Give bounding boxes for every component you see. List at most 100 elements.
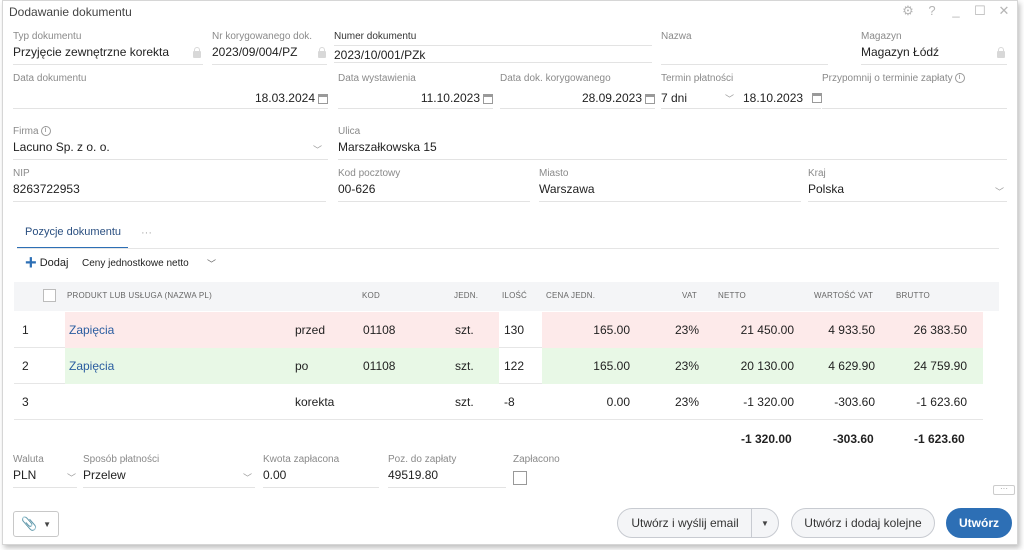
paid-amount-field[interactable]: Kwota zapłacona 0.00	[263, 454, 379, 488]
cell-stan: po	[295, 359, 309, 373]
cell-vat: 23%	[675, 395, 700, 409]
col-product[interactable]: PRODUKT LUB USŁUGA (NAZWA PL)	[67, 291, 212, 300]
corrected-date-field[interactable]: Data dok. korygowanego 28.09.2023	[500, 73, 655, 109]
cell-produkt[interactable]: Zapięcia	[69, 359, 115, 373]
table-row[interactable]: 1 Zapięcia przed 01108 szt. 130 165.00 23% 21 45…	[14, 312, 983, 348]
create-and-send-email-button[interactable]: Utwórz i wyślij email	[617, 508, 753, 538]
payment-term-field[interactable]: Termin płatności 7 dni ﹀ 18.10.2023	[661, 73, 822, 109]
paid-checkbox[interactable]	[513, 471, 527, 485]
add-item-button[interactable]: + Dodaj	[25, 253, 69, 273]
currency-field[interactable]: Waluta PLN ﹀	[13, 454, 77, 488]
cell-vat: 23%	[675, 359, 700, 373]
payment-days-value[interactable]: 7 dni	[661, 91, 688, 105]
cell-ilosc[interactable]: 130	[504, 323, 525, 337]
cell-ilosc[interactable]: -8	[504, 395, 515, 409]
city-field[interactable]: Miasto Warszawa	[539, 168, 801, 202]
create-button[interactable]: Utwórz	[946, 508, 1012, 538]
cell-netto: 21 450.00	[740, 323, 794, 337]
col-code[interactable]: KOD	[362, 291, 380, 300]
dialog-title: Dodawanie dokumentu	[9, 5, 132, 19]
payment-method-field[interactable]: Sposób płatności Przelew ﹀	[83, 454, 255, 488]
chevron-down-icon[interactable]: ﹀	[243, 473, 253, 483]
lock-icon	[318, 47, 326, 58]
calendar-icon[interactable]	[318, 93, 328, 104]
cell-cena[interactable]: 165.00	[593, 323, 630, 337]
cell-wartosc-vat: 4 629.90	[828, 359, 875, 373]
cell-jedn: szt.	[455, 359, 474, 373]
lock-icon	[997, 47, 1005, 58]
issue-date-value: 11.10.2023	[420, 91, 480, 105]
cell-stan: przed	[295, 323, 326, 337]
cell-cena[interactable]: 0.00	[606, 395, 630, 409]
document-date-value: 18.03.2024	[254, 91, 315, 105]
postal-code-field[interactable]: Kod pocztowy 00-626	[338, 168, 530, 202]
remaining-amount-field: Poz. do zapłaty 49519.80	[388, 454, 506, 488]
lock-icon	[193, 47, 201, 58]
document-type-field[interactable]: Typ dokumentu Przyjęcie zewnętrzne korek…	[13, 31, 203, 65]
cell-wartosc-vat: 4 933.50	[828, 323, 875, 337]
document-date-field[interactable]: Data dokumentu 18.03.2024	[13, 73, 328, 109]
corrected-date-value: 28.09.2023	[581, 91, 642, 105]
col-net[interactable]: NETTO	[718, 291, 746, 300]
table-row[interactable]: 3 korekta szt. -8 0.00 23% -1 320.00 -303.60 -1 …	[14, 384, 983, 420]
company-field[interactable]: Firma i Lacuno Sp. z o. o. ﹀	[13, 126, 328, 160]
table-row[interactable]: 2 Zapięcia po 01108 szt. 122 165.00 23% 20 130.0…	[14, 348, 983, 384]
document-number-field[interactable]: Numer dokumentu 2023/10/001/PZk	[334, 31, 652, 65]
warehouse-field[interactable]: Magazyn Magazyn Łódź	[861, 31, 1007, 65]
name-field[interactable]: Nazwa	[661, 31, 828, 65]
close-icon[interactable]: ✕	[998, 3, 1010, 18]
col-vat[interactable]: VAT	[682, 291, 697, 300]
send-options-dropdown[interactable]: ▼	[751, 508, 779, 538]
cell-kod: 01108	[363, 323, 396, 337]
street-field[interactable]: Ulica Marszałkowska 15	[338, 126, 1007, 160]
row-highlight	[65, 348, 499, 384]
chevron-down-icon[interactable]: ﹀	[995, 187, 1005, 197]
cell-brutto: -1 623.60	[916, 395, 967, 409]
price-mode-select[interactable]: Ceny jednostkowe netto	[82, 258, 189, 269]
country-field[interactable]: Kraj Polska ﹀	[808, 168, 1007, 202]
add-item-label: Dodaj	[39, 257, 69, 269]
chevron-down-icon[interactable]: ﹀	[67, 473, 77, 483]
tab-more[interactable]: ···	[141, 227, 152, 239]
chevron-down-icon[interactable]: ﹀	[207, 259, 217, 269]
cell-produkt[interactable]: Zapięcia	[69, 323, 115, 337]
row-highlight	[542, 348, 983, 384]
col-unit-price[interactable]: CENA JEDN.	[546, 291, 596, 300]
issue-date-field[interactable]: Data wystawienia 11.10.2023	[338, 73, 493, 109]
more-options-icon[interactable]: ···	[993, 485, 1015, 495]
create-and-add-next-button[interactable]: Utwórz i dodaj kolejne	[791, 508, 935, 538]
total-vat: -303.60	[833, 432, 874, 446]
calendar-icon[interactable]	[645, 93, 655, 104]
cell-brutto: 24 759.90	[913, 359, 967, 373]
maximize-icon[interactable]: ☐	[974, 3, 986, 18]
col-unit[interactable]: JEDN.	[454, 291, 479, 300]
help-icon[interactable]: ?	[928, 3, 936, 18]
cell-ilosc[interactable]: 122	[504, 359, 525, 373]
calendar-icon[interactable]	[812, 93, 822, 103]
col-gross[interactable]: BRUTTO	[896, 291, 930, 300]
payment-reminder-field[interactable]: Przypomnij o terminie zapłaty i	[822, 73, 1007, 109]
tab-divider	[17, 248, 999, 249]
cell-cena[interactable]: 165.00	[593, 359, 630, 373]
attach-button[interactable]: 📎 ▼	[13, 511, 59, 537]
col-vat-value[interactable]: WARTOŚĆ VAT	[814, 291, 874, 300]
payment-due-date: 18.10.2023	[743, 91, 804, 105]
col-quantity[interactable]: ILOŚĆ	[502, 291, 528, 300]
calendar-icon[interactable]	[483, 93, 493, 104]
select-all-checkbox[interactable]	[43, 289, 56, 302]
cell-jedn: szt.	[455, 395, 474, 409]
cell-vat: 23%	[675, 323, 700, 337]
cell-stan: korekta	[295, 395, 335, 409]
nip-field[interactable]: NIP 8263722953	[13, 168, 326, 202]
minimize-icon[interactable]: _	[952, 3, 960, 18]
tab-document-items[interactable]: Pozycje dokumentu	[17, 223, 128, 249]
chevron-down-icon[interactable]: ﹀	[725, 94, 735, 104]
cell-kod: 01108	[363, 359, 396, 373]
info-icon[interactable]: i	[954, 73, 965, 84]
payment-reminder-label: Przypomnij o terminie zapłaty	[822, 73, 953, 84]
gear-icon[interactable]: ⚙	[902, 3, 914, 18]
corrected-number-field[interactable]: Nr korygowanego dok. 2023/09/004/PZ	[212, 31, 327, 65]
chevron-down-icon[interactable]: ﹀	[313, 145, 323, 155]
info-icon[interactable]: i	[40, 126, 51, 137]
